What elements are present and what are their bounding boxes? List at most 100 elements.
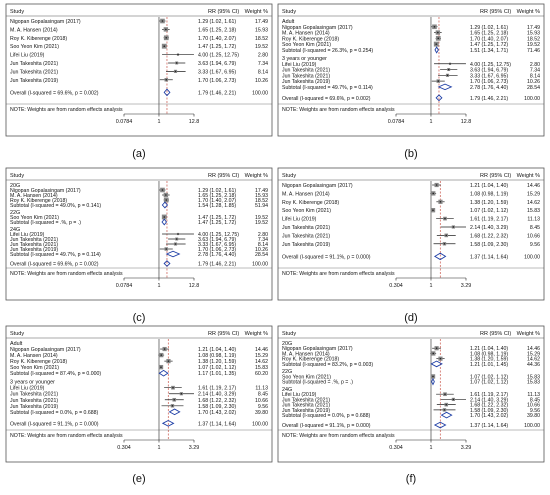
x-tick-label: 1 bbox=[157, 283, 160, 289]
rr-value: 3.63 (1.94, 6.79) bbox=[470, 68, 508, 74]
weight-value: 18.52 bbox=[255, 36, 268, 42]
subtotal-weight: 44.36 bbox=[527, 362, 540, 368]
subtotal-rr: 2.78 (1.76, 4.40) bbox=[198, 252, 236, 258]
weight-value: 18.52 bbox=[527, 36, 540, 42]
study-label: Roy K. Kiberenge (2018) bbox=[282, 200, 339, 206]
subtotal-rr: 1.54 (1.28, 1.85) bbox=[198, 203, 236, 209]
weight-value: 19.52 bbox=[255, 215, 268, 221]
subtotal-label: Subtotal (I-squared = 26.3%, p = 0.254) bbox=[282, 48, 373, 54]
forest-panel-1: Study RR (95% CI) Weight % Nigopan Gopalasi… bbox=[5, 3, 273, 137]
subtotal-weight: 19.52 bbox=[255, 220, 268, 226]
x-tick-label: 1 bbox=[157, 445, 160, 451]
panel-label: (b) bbox=[404, 148, 417, 160]
subtotal-diamond bbox=[161, 201, 169, 209]
weight-value: 2.80 bbox=[258, 232, 268, 238]
group-label: 24G bbox=[282, 387, 292, 393]
rr-value: 1.70 (1.40, 2.07) bbox=[470, 36, 508, 42]
rr-value: 2.14 (1.40, 3.29) bbox=[470, 225, 508, 231]
header-rr: RR (95% CI) bbox=[480, 9, 511, 15]
weight-value: 9.56 bbox=[530, 242, 540, 248]
weight-value: 14.62 bbox=[255, 359, 268, 365]
subtotal-weight: 60.20 bbox=[255, 371, 268, 377]
weight-value: 8.45 bbox=[530, 397, 540, 403]
weight-value: 15.93 bbox=[255, 27, 268, 33]
group-label: 3 years or younger bbox=[10, 380, 55, 386]
subtotal-diamond bbox=[165, 250, 181, 258]
study-label: Lifei Liu (2019) bbox=[10, 386, 45, 392]
weight-value: 8.14 bbox=[258, 69, 268, 75]
weights-note: NOTE: Weights are from random effects an… bbox=[10, 107, 123, 113]
study-label: Jun Takeshita (2021) bbox=[282, 68, 330, 74]
weight-value: 10.66 bbox=[527, 233, 540, 239]
subtotal-diamond bbox=[434, 46, 439, 54]
rr-value: 1.29 (1.02, 1.61) bbox=[198, 19, 236, 25]
overall-rr: 1.79 (1.46, 2.21) bbox=[198, 90, 236, 96]
point-estimate bbox=[165, 78, 168, 81]
rr-value: 1.21 (1.04, 1.40) bbox=[470, 183, 508, 189]
group-label: 20G bbox=[282, 341, 292, 347]
point-estimate bbox=[443, 242, 446, 245]
panel-frame bbox=[5, 325, 273, 463]
overall-diamond bbox=[161, 420, 175, 427]
point-estimate bbox=[173, 398, 176, 401]
overall-rr: 1.37 (1.14, 1.64) bbox=[198, 421, 236, 427]
rr-value: 1.29 (1.02, 1.61) bbox=[198, 188, 236, 194]
weight-value: 7.34 bbox=[258, 237, 268, 243]
study-label: Soo Yeon Kim (2021) bbox=[10, 365, 59, 371]
weight-value: 15.83 bbox=[255, 365, 268, 371]
x-tick-label: 0.304 bbox=[117, 445, 131, 451]
point-estimate bbox=[439, 357, 442, 360]
study-label: Jun Takeshita (2019) bbox=[282, 408, 330, 414]
rr-value: 2.14 (1.40, 3.29) bbox=[198, 392, 236, 398]
overall-diamond bbox=[433, 421, 447, 429]
study-label: Soo Yeon Kim (2021) bbox=[282, 374, 331, 380]
rr-value: 1.70 (1.40, 2.07) bbox=[198, 36, 236, 42]
header-study: Study bbox=[10, 9, 24, 15]
panel-label: (f) bbox=[406, 473, 416, 485]
point-estimate bbox=[437, 80, 440, 82]
subtotal-label: Subtotal (I-squared = 0.0%, p = 0.688) bbox=[10, 410, 99, 416]
point-estimate bbox=[437, 37, 440, 40]
study-label: M. A. Hansen (2014) bbox=[10, 353, 58, 359]
study-label: Roy K. Kiberenge (2018) bbox=[10, 198, 67, 204]
rr-value: 1.65 (1.25, 2.18) bbox=[470, 31, 508, 37]
x-tick-label: 0.0784 bbox=[388, 119, 405, 125]
point-estimate bbox=[449, 62, 451, 65]
study-label: Jun Takeshita (2021) bbox=[10, 69, 58, 75]
header-weight: Weight % bbox=[517, 173, 541, 179]
x-tick-label: 3.29 bbox=[461, 445, 472, 451]
point-estimate bbox=[167, 360, 170, 362]
point-estimate bbox=[444, 393, 446, 396]
overall-diamond bbox=[163, 88, 171, 97]
point-estimate bbox=[161, 20, 164, 22]
point-estimate bbox=[165, 28, 167, 31]
rr-value: 1.68 (1.22, 2.32) bbox=[198, 398, 236, 404]
subtotal-rr: 1.70 (1.43, 2.02) bbox=[470, 413, 508, 419]
weight-value: 15.93 bbox=[527, 31, 540, 37]
subtotal-diamond bbox=[430, 360, 443, 368]
study-label: Soo Yeon Kim (2021) bbox=[10, 215, 59, 221]
weight-value: 15.29 bbox=[527, 191, 540, 197]
rr-value: 1.38 (1.20, 1.59) bbox=[198, 359, 236, 365]
rr-value: 1.61 (1.19, 2.17) bbox=[198, 386, 236, 392]
rr-value: 1.70 (1.40, 2.07) bbox=[198, 198, 236, 204]
rr-value: 1.21 (1.04, 1.40) bbox=[470, 346, 508, 352]
study-label: Lifei Liu (2019) bbox=[282, 392, 317, 398]
weight-value: 15.83 bbox=[527, 374, 540, 380]
x-tick-label: 3.29 bbox=[189, 445, 200, 451]
weight-value: 15.29 bbox=[527, 351, 540, 357]
point-estimate bbox=[447, 68, 450, 71]
overall-diamond bbox=[433, 252, 447, 261]
subtotal-diamond bbox=[431, 377, 435, 386]
point-estimate bbox=[163, 216, 166, 218]
overall-rr: 1.37 (1.14, 1.64) bbox=[470, 423, 508, 429]
study-label: Soo Yeon Kim (2021) bbox=[282, 42, 331, 48]
group-label: Adult bbox=[282, 19, 295, 25]
study-label: Jun Takeshita (2021) bbox=[10, 61, 58, 67]
study-label: M. A. Hansen (2014) bbox=[282, 191, 330, 197]
point-estimate bbox=[443, 409, 446, 411]
overall-weight: 100.00 bbox=[524, 96, 540, 102]
subtotal-rr: 1.51 (1.34, 1.71) bbox=[470, 48, 508, 54]
subtotal-weight: 51.94 bbox=[255, 203, 268, 209]
